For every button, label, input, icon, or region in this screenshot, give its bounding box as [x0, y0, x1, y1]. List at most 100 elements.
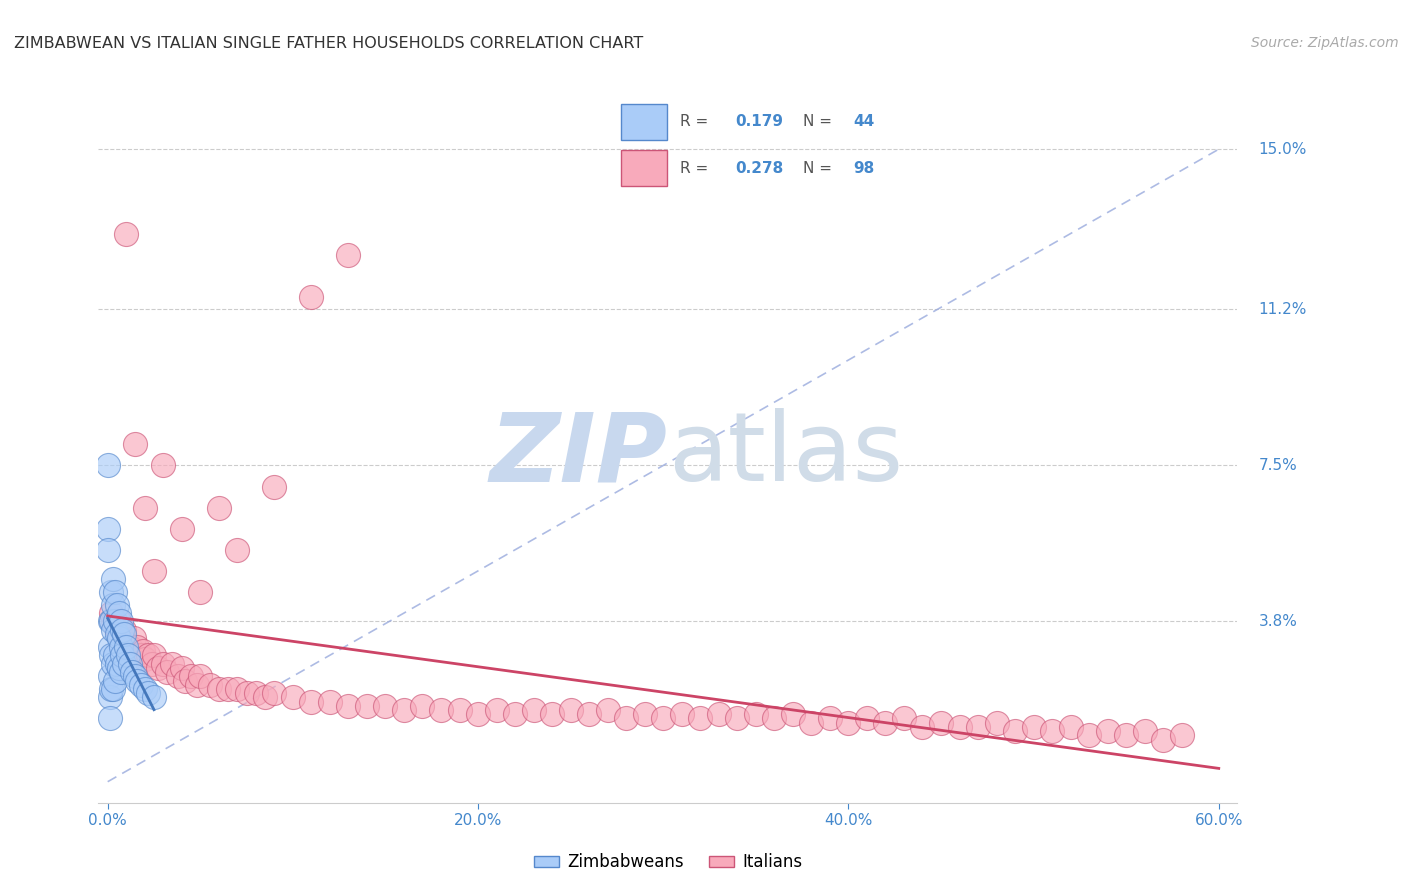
Text: 98: 98 [853, 161, 875, 176]
Point [110, 627, 132, 641]
Point [100, 681, 122, 696]
Point [127, 673, 149, 688]
Point [111, 632, 134, 646]
Point [1133, 724, 1156, 739]
Point [112, 627, 135, 641]
Point [208, 500, 231, 515]
Point [97, 458, 120, 473]
Point [134, 500, 156, 515]
Point [485, 703, 508, 717]
Text: N =: N = [803, 161, 837, 176]
Point [1022, 720, 1045, 734]
Point [929, 715, 952, 730]
Point [503, 707, 526, 722]
Point [104, 585, 127, 599]
Point [986, 715, 1008, 730]
Point [115, 227, 138, 241]
Point [763, 711, 786, 725]
Text: atlas: atlas [668, 409, 903, 501]
Point [107, 661, 129, 675]
Point [98, 640, 121, 654]
Point [725, 711, 748, 725]
Point [170, 661, 193, 675]
Point [411, 698, 433, 713]
Point [707, 707, 730, 722]
Point [100, 615, 122, 629]
Point [134, 681, 156, 696]
Text: R =: R = [679, 161, 713, 176]
Point [105, 657, 128, 671]
Point [115, 640, 138, 654]
Point [467, 707, 489, 722]
Point [110, 615, 132, 629]
Point [111, 648, 134, 663]
Point [115, 635, 138, 649]
Point [392, 703, 415, 717]
Point [117, 648, 139, 663]
Point [671, 707, 693, 722]
Point [893, 711, 915, 725]
Point [124, 648, 146, 663]
Point [103, 615, 125, 629]
Point [523, 703, 546, 717]
Point [1040, 724, 1063, 739]
Point [560, 703, 582, 717]
Point [105, 627, 128, 641]
Point [107, 632, 129, 646]
Point [112, 623, 135, 637]
Point [596, 703, 619, 717]
Point [299, 290, 322, 304]
Point [103, 657, 125, 671]
Point [782, 707, 804, 722]
Point [837, 715, 859, 730]
Point [180, 669, 202, 683]
Point [186, 678, 208, 692]
Point [98, 690, 121, 705]
Point [337, 698, 360, 713]
Point [875, 715, 897, 730]
Point [111, 623, 134, 637]
Point [263, 686, 285, 700]
Point [856, 711, 879, 725]
Text: Source: ZipAtlas.com: Source: ZipAtlas.com [1251, 36, 1399, 50]
Text: 0.278: 0.278 [735, 161, 783, 176]
Point [170, 522, 193, 536]
Point [1059, 720, 1081, 734]
Point [198, 678, 221, 692]
Text: 11.2%: 11.2% [1258, 302, 1306, 317]
Point [689, 711, 711, 725]
Point [127, 640, 149, 654]
Point [356, 698, 378, 713]
Point [107, 606, 129, 620]
Point [121, 665, 143, 679]
Point [948, 720, 970, 734]
Point [124, 669, 146, 683]
Point [103, 681, 125, 696]
Point [1170, 728, 1192, 742]
Point [967, 720, 990, 734]
Point [124, 437, 146, 451]
Point [1115, 728, 1137, 742]
Point [105, 623, 128, 637]
Point [578, 707, 600, 722]
Point [105, 598, 128, 612]
Point [98, 669, 121, 683]
Point [138, 648, 160, 663]
Point [188, 585, 211, 599]
Point [235, 686, 257, 700]
Text: 0.179: 0.179 [735, 114, 783, 128]
Point [118, 657, 141, 671]
Point [188, 669, 211, 683]
Point [449, 703, 471, 717]
Point [100, 585, 122, 599]
Point [174, 673, 197, 688]
Point [97, 542, 120, 557]
Point [208, 681, 231, 696]
Point [263, 479, 285, 493]
Point [911, 720, 934, 734]
Point [122, 632, 145, 646]
Point [129, 678, 152, 692]
Text: 44: 44 [853, 114, 875, 128]
Point [129, 648, 152, 663]
Point [217, 681, 239, 696]
